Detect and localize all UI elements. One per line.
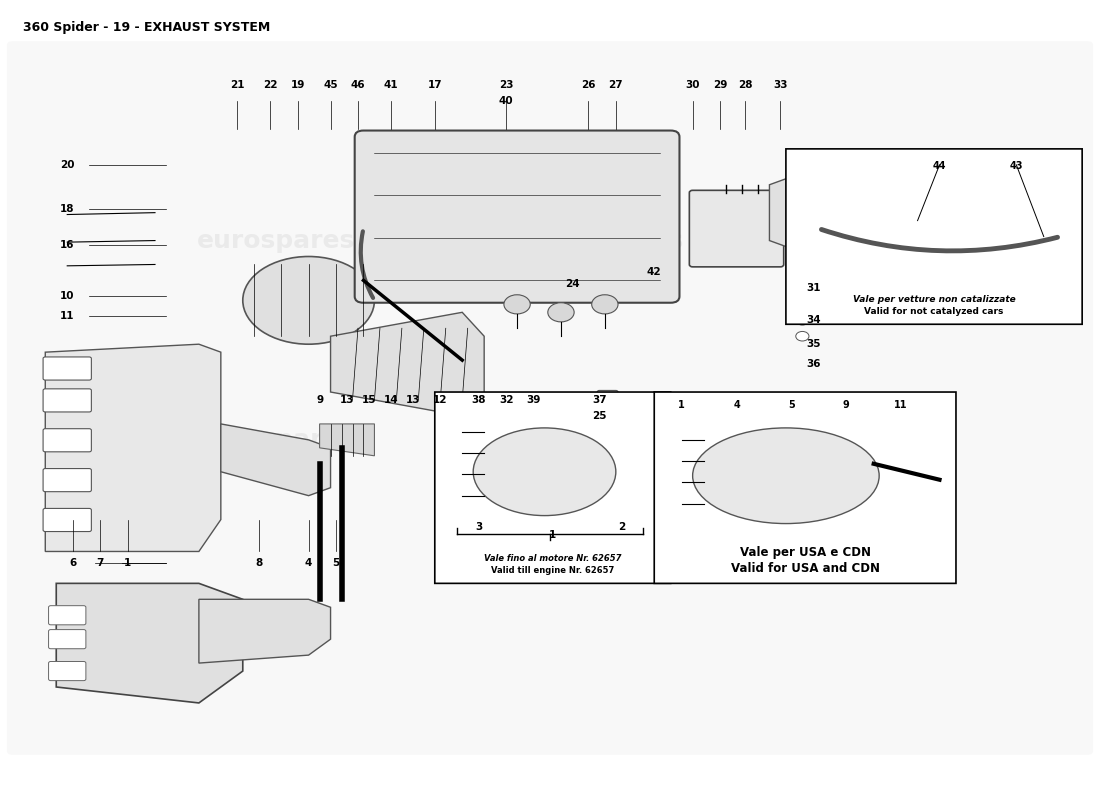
Text: 36: 36 — [806, 359, 821, 369]
Text: 10: 10 — [60, 291, 75, 302]
Text: 39: 39 — [527, 395, 541, 405]
Text: 26: 26 — [581, 80, 596, 90]
Circle shape — [548, 302, 574, 322]
Text: 31: 31 — [806, 283, 821, 294]
Text: 35: 35 — [806, 339, 821, 349]
Text: 14: 14 — [384, 395, 398, 405]
Text: Valid for USA and CDN: Valid for USA and CDN — [730, 562, 880, 575]
Text: 1: 1 — [549, 530, 557, 539]
FancyBboxPatch shape — [785, 149, 1082, 324]
Text: 25: 25 — [592, 411, 606, 421]
FancyBboxPatch shape — [690, 190, 783, 267]
Polygon shape — [791, 304, 829, 324]
Text: 8: 8 — [255, 558, 263, 569]
Polygon shape — [56, 583, 243, 703]
Text: eurospares: eurospares — [197, 229, 355, 253]
Text: 28: 28 — [738, 80, 752, 90]
Text: 12: 12 — [433, 395, 448, 405]
Text: 15: 15 — [362, 395, 376, 405]
Text: Valid for not catalyzed cars: Valid for not catalyzed cars — [865, 307, 1003, 316]
Text: eurospares: eurospares — [526, 229, 684, 253]
Text: 13: 13 — [340, 395, 354, 405]
FancyBboxPatch shape — [48, 606, 86, 625]
Text: 41: 41 — [384, 80, 398, 90]
Text: 43: 43 — [1010, 161, 1023, 171]
Text: 9: 9 — [316, 395, 323, 405]
Polygon shape — [320, 424, 374, 456]
Text: 17: 17 — [428, 80, 442, 90]
Text: 38: 38 — [472, 395, 486, 405]
Text: 30: 30 — [685, 80, 700, 90]
Text: 37: 37 — [592, 395, 607, 405]
Polygon shape — [331, 312, 484, 416]
FancyBboxPatch shape — [7, 42, 1093, 754]
Text: 40: 40 — [498, 96, 514, 106]
Text: 3: 3 — [475, 522, 482, 531]
FancyBboxPatch shape — [654, 392, 956, 583]
Text: 11: 11 — [894, 400, 908, 410]
FancyBboxPatch shape — [434, 392, 671, 583]
FancyBboxPatch shape — [48, 630, 86, 649]
Ellipse shape — [243, 257, 374, 344]
Text: 21: 21 — [230, 80, 244, 90]
Text: 46: 46 — [351, 80, 365, 90]
Text: Valid till engine Nr. 62657: Valid till engine Nr. 62657 — [491, 566, 615, 575]
Text: 22: 22 — [263, 80, 277, 90]
Text: 27: 27 — [608, 80, 623, 90]
Text: 4: 4 — [734, 400, 740, 410]
Text: 6: 6 — [69, 558, 76, 569]
Circle shape — [795, 331, 808, 341]
Text: 20: 20 — [60, 160, 75, 170]
FancyBboxPatch shape — [43, 509, 91, 531]
FancyBboxPatch shape — [48, 662, 86, 681]
Text: 11: 11 — [60, 311, 75, 322]
Text: 4: 4 — [305, 558, 312, 569]
Circle shape — [795, 315, 808, 325]
Text: 23: 23 — [499, 80, 514, 90]
FancyBboxPatch shape — [43, 357, 91, 380]
FancyBboxPatch shape — [354, 130, 680, 302]
Text: 24: 24 — [564, 279, 580, 290]
Text: 7: 7 — [97, 558, 103, 569]
Polygon shape — [221, 424, 331, 496]
Text: 44: 44 — [933, 161, 946, 171]
Text: 42: 42 — [647, 267, 661, 278]
Text: 45: 45 — [323, 80, 338, 90]
Text: 9: 9 — [843, 400, 849, 410]
Polygon shape — [829, 408, 939, 456]
Circle shape — [592, 294, 618, 314]
Text: 1: 1 — [679, 400, 685, 410]
Circle shape — [795, 284, 808, 293]
Text: 5: 5 — [788, 400, 795, 410]
Text: 34: 34 — [806, 315, 821, 326]
FancyBboxPatch shape — [43, 429, 91, 452]
Ellipse shape — [473, 428, 616, 515]
Text: eurospares: eurospares — [197, 428, 355, 452]
Text: 19: 19 — [290, 80, 305, 90]
FancyBboxPatch shape — [625, 394, 646, 418]
FancyBboxPatch shape — [597, 390, 618, 414]
Circle shape — [795, 299, 808, 309]
Ellipse shape — [693, 428, 879, 523]
Text: 32: 32 — [499, 395, 514, 405]
Text: 18: 18 — [60, 204, 75, 214]
Text: Vale fino al motore Nr. 62657: Vale fino al motore Nr. 62657 — [484, 554, 622, 563]
Text: 13: 13 — [406, 395, 420, 405]
Text: 1: 1 — [124, 558, 131, 569]
Text: eurospares: eurospares — [526, 428, 684, 452]
Polygon shape — [199, 599, 331, 663]
Polygon shape — [45, 344, 221, 551]
Text: 16: 16 — [60, 239, 75, 250]
Circle shape — [504, 294, 530, 314]
Text: 29: 29 — [713, 80, 727, 90]
Text: 360 Spider - 19 - EXHAUST SYSTEM: 360 Spider - 19 - EXHAUST SYSTEM — [23, 22, 271, 34]
Text: Vale per USA e CDN: Vale per USA e CDN — [739, 546, 870, 559]
FancyBboxPatch shape — [43, 389, 91, 412]
Text: 5: 5 — [332, 558, 340, 569]
Text: 33: 33 — [773, 80, 788, 90]
Text: Vale per vetture non catalizzate: Vale per vetture non catalizzate — [852, 295, 1015, 304]
FancyBboxPatch shape — [43, 469, 91, 492]
Polygon shape — [769, 177, 813, 249]
Text: 2: 2 — [618, 522, 625, 531]
